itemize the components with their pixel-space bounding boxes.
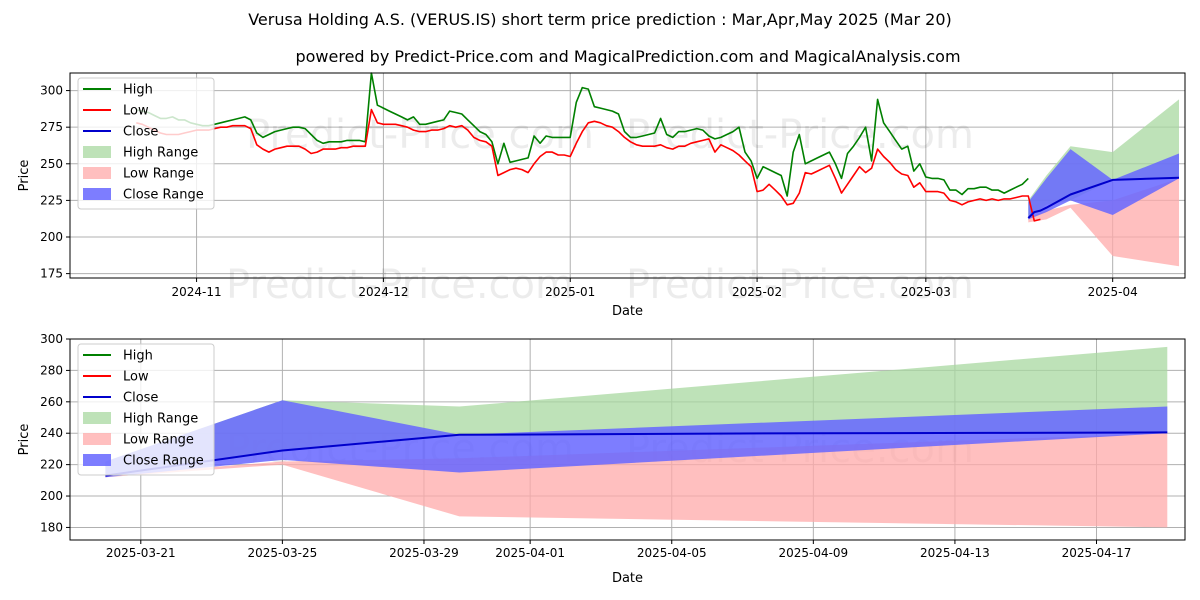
chart-subtitle: powered by Predict-Price.com and Magical…	[295, 47, 960, 66]
y-tick-label: 220	[40, 458, 63, 472]
close-line	[105, 431, 1168, 477]
legend-label: Low	[123, 370, 149, 385]
legend-swatch	[83, 433, 111, 445]
y-tick-label: 300	[40, 332, 63, 346]
legend-label: High	[123, 349, 153, 364]
watermark-text: Predict-Price.com	[226, 262, 574, 308]
legend-swatch	[83, 188, 111, 200]
y-tick-label: 175	[40, 267, 63, 281]
x-tick-label: 2025-02	[732, 285, 782, 299]
legend-label: Close Range	[123, 454, 204, 469]
legend-label: Close	[123, 391, 158, 406]
low-line	[136, 108, 1041, 222]
y-tick-label: 250	[40, 157, 63, 171]
x-tick-label: 2025-03-21	[106, 546, 176, 560]
legend-label: High Range	[123, 412, 198, 427]
legend: High Low Close High Range Low Range Close Ran…	[77, 77, 215, 210]
plot-frame	[69, 72, 1186, 279]
x-tick-label: 2025-04-17	[1062, 546, 1132, 560]
bottom-prediction-panel: Predict-Price.comPredict-Price.com2025-0…	[17, 332, 1186, 586]
legend-label: Close Range	[123, 188, 204, 203]
top-price-panel: Predict-Price.com Predict-Price.com Predic…	[17, 72, 1186, 319]
legend-swatch	[83, 412, 111, 424]
legend-box	[77, 343, 215, 476]
low-range-band	[1028, 178, 1179, 267]
legend-label: Low Range	[123, 167, 194, 182]
x-tick-label: 2024-11	[171, 285, 221, 299]
y-axis-label: Price	[17, 160, 32, 192]
legend-label: High	[123, 83, 153, 98]
legend-swatch	[83, 146, 111, 158]
y-tick-label: 200	[40, 230, 63, 244]
x-tick-label: 2025-03	[901, 285, 951, 299]
watermark-text: Predict-Price.com	[626, 262, 974, 308]
x-tick-label: 2025-01	[545, 285, 595, 299]
x-axis-label: Date	[612, 304, 643, 319]
y-tick-label: 200	[40, 489, 63, 503]
close-range-band	[1028, 149, 1179, 220]
legend-label: High Range	[123, 146, 198, 161]
legend-swatch	[83, 167, 111, 179]
y-tick-label: 280	[40, 363, 63, 377]
x-tick-label: 2025-03-29	[389, 546, 459, 560]
y-tick-label: 180	[40, 520, 63, 534]
x-tick-label: 2025-04-09	[778, 546, 848, 560]
close-line	[1027, 176, 1180, 219]
high-line	[136, 72, 1029, 197]
y-tick-label: 300	[40, 84, 63, 98]
y-axis-label: Price	[17, 424, 32, 456]
high-range-band	[105, 346, 1168, 476]
x-tick-label: 2024-12	[358, 285, 408, 299]
x-axis-label: Date	[612, 571, 643, 586]
x-tick-label: 2025-04	[1088, 285, 1138, 299]
plot-frame	[69, 338, 1186, 541]
legend-box	[77, 77, 215, 210]
y-tick-label: 260	[40, 395, 63, 409]
y-tick-label: 240	[40, 426, 63, 440]
y-tick-label: 275	[40, 120, 63, 134]
legend-label: Low Range	[123, 433, 194, 448]
legend: High Low Close High Range Low Range Close Ran…	[77, 343, 215, 476]
low-range-band	[105, 433, 1168, 528]
close-range-band	[105, 400, 1168, 478]
y-tick-label: 225	[40, 193, 63, 207]
x-tick-label: 2025-04-05	[637, 546, 707, 560]
watermark-text: Predict-Price.com	[246, 112, 594, 158]
legend-swatch	[83, 454, 111, 466]
x-tick-label: 2025-03-25	[248, 546, 318, 560]
legend-label: Close	[123, 125, 158, 140]
x-tick-label: 2025-04-13	[920, 546, 990, 560]
x-tick-label: 2025-04-01	[495, 546, 565, 560]
legend-label: Low	[123, 104, 149, 119]
chart-title: Verusa Holding A.S. (VERUS.IS) short ter…	[248, 10, 952, 29]
